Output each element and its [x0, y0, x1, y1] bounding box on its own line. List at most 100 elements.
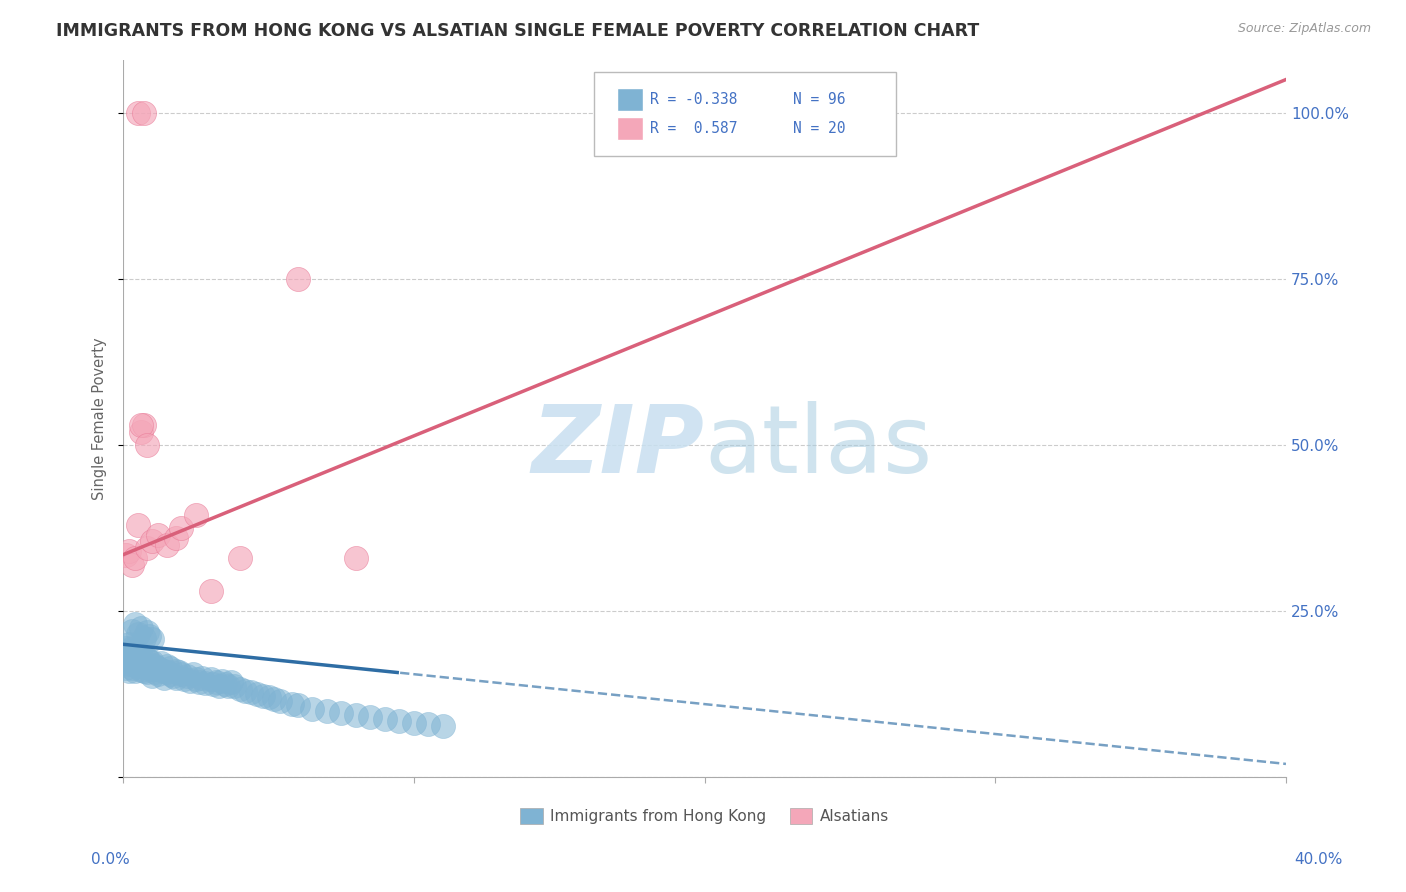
- Point: [170, 521, 193, 535]
- Point: [141, 655, 163, 669]
- Point: [115, 660, 138, 674]
- Point: [127, 658, 149, 673]
- Point: [159, 660, 181, 674]
- Point: [138, 660, 160, 674]
- Point: [121, 660, 143, 674]
- Y-axis label: Single Female Poverty: Single Female Poverty: [93, 337, 107, 500]
- Point: [252, 689, 274, 703]
- Text: N = 96: N = 96: [793, 92, 845, 107]
- Point: [124, 650, 146, 665]
- Point: [118, 637, 141, 651]
- Legend: Immigrants from Hong Kong, Alsatians: Immigrants from Hong Kong, Alsatians: [513, 802, 896, 830]
- Bar: [617, 117, 643, 140]
- Point: [115, 647, 138, 661]
- Point: [118, 657, 141, 672]
- Point: [148, 527, 170, 541]
- Point: [194, 676, 217, 690]
- Point: [159, 667, 181, 681]
- Point: [132, 631, 155, 645]
- Point: [246, 687, 269, 701]
- Point: [138, 654, 160, 668]
- Point: [127, 627, 149, 641]
- Point: [281, 697, 304, 711]
- Point: [211, 673, 233, 688]
- Point: [132, 664, 155, 678]
- Point: [150, 656, 173, 670]
- Point: [402, 715, 425, 730]
- Point: [127, 105, 149, 120]
- Point: [129, 656, 152, 670]
- Point: [129, 649, 152, 664]
- Point: [132, 657, 155, 672]
- Point: [374, 712, 396, 726]
- Point: [219, 675, 242, 690]
- Point: [124, 657, 146, 672]
- Point: [124, 644, 146, 658]
- Point: [121, 640, 143, 655]
- Point: [118, 544, 141, 558]
- Point: [359, 710, 381, 724]
- Point: [127, 645, 149, 659]
- Point: [344, 550, 367, 565]
- Point: [235, 683, 257, 698]
- Point: [228, 550, 250, 565]
- Text: R = -0.338: R = -0.338: [650, 92, 738, 107]
- Point: [202, 677, 225, 691]
- Point: [141, 662, 163, 676]
- Point: [141, 632, 163, 646]
- Point: [148, 667, 170, 681]
- Point: [135, 541, 157, 555]
- Text: 40.0%: 40.0%: [1295, 852, 1343, 867]
- Point: [148, 660, 170, 674]
- FancyBboxPatch shape: [595, 71, 897, 156]
- Point: [222, 679, 245, 693]
- Point: [124, 617, 146, 632]
- Point: [330, 706, 353, 720]
- Point: [135, 652, 157, 666]
- Point: [143, 658, 166, 673]
- Point: [118, 650, 141, 665]
- Point: [135, 438, 157, 452]
- Point: [263, 691, 285, 706]
- Point: [315, 704, 337, 718]
- Point: [418, 717, 440, 731]
- Point: [240, 685, 263, 699]
- Point: [344, 707, 367, 722]
- Point: [121, 558, 143, 572]
- Point: [200, 584, 222, 599]
- Point: [228, 681, 250, 696]
- Point: [205, 675, 228, 690]
- Point: [181, 667, 204, 681]
- Text: 0.0%: 0.0%: [91, 852, 131, 867]
- Text: Source: ZipAtlas.com: Source: ZipAtlas.com: [1237, 22, 1371, 36]
- Point: [124, 550, 146, 565]
- Point: [132, 418, 155, 433]
- Point: [115, 640, 138, 655]
- Point: [135, 665, 157, 680]
- Point: [132, 650, 155, 665]
- Point: [115, 548, 138, 562]
- Point: [165, 531, 187, 545]
- Point: [141, 534, 163, 549]
- Point: [165, 664, 187, 678]
- Point: [141, 668, 163, 682]
- Point: [173, 672, 195, 686]
- Point: [132, 105, 155, 120]
- Point: [170, 667, 193, 681]
- Point: [129, 663, 152, 677]
- Point: [129, 418, 152, 433]
- Point: [191, 671, 214, 685]
- Point: [287, 698, 309, 713]
- Point: [162, 668, 184, 682]
- Point: [127, 517, 149, 532]
- Point: [135, 658, 157, 673]
- Bar: [617, 88, 643, 112]
- Point: [165, 671, 187, 685]
- Point: [184, 508, 207, 522]
- Point: [121, 624, 143, 638]
- Point: [257, 690, 280, 705]
- Point: [301, 702, 323, 716]
- Point: [156, 658, 179, 673]
- Point: [143, 665, 166, 680]
- Point: [129, 621, 152, 635]
